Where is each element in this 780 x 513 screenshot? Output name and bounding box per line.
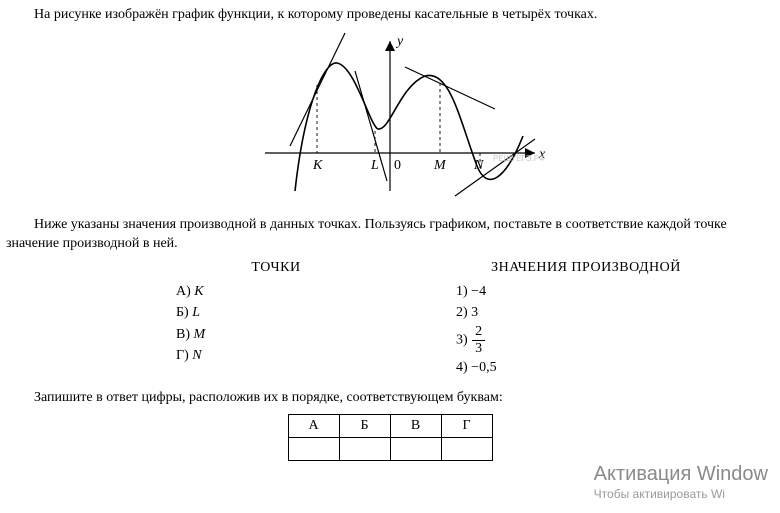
answer-table: А Б В Г (288, 414, 493, 461)
graph-label-L: L (370, 158, 379, 173)
values-header: ЗНАЧЕНИЯ ПРОИЗВОДНОЙ (456, 260, 716, 276)
graph-origin: 0 (394, 158, 401, 173)
point-item: А) K (176, 282, 376, 302)
value-item: 3) 2 3 (456, 325, 716, 356)
graph-watermark: РЕШУЕГЭ.РФ (493, 154, 545, 163)
value-item: 2) 3 (456, 303, 716, 323)
point-item: В) M (176, 325, 376, 345)
points-header: ТОЧКИ (176, 260, 376, 276)
point-item: Г) N (176, 346, 376, 366)
answer-cell[interactable] (339, 438, 390, 461)
answer-cell[interactable] (288, 438, 339, 461)
graph-y-axis-label: y (395, 34, 404, 49)
graph-label-N: N (473, 158, 484, 173)
graph-label-K: K (312, 158, 323, 173)
answer-cell[interactable] (441, 438, 492, 461)
value-item: 1) −4 (456, 282, 716, 302)
answer-header-cell: Б (339, 415, 390, 438)
point-item: Б) L (176, 303, 376, 323)
answer-header-cell: А (288, 415, 339, 438)
answer-cell[interactable] (390, 438, 441, 461)
mid-text: Ниже указаны значения производной в данн… (6, 216, 774, 254)
value-item: 4) −0,5 (456, 358, 716, 378)
answer-header-cell: В (390, 415, 441, 438)
os-activation-watermark: Активация Window Чтобы активировать Wi (594, 461, 768, 503)
intro-text: На рисунке изображён график функции, к к… (6, 6, 774, 25)
matching-columns: ТОЧКИ А) K Б) L В) M Г) N (6, 260, 774, 380)
graph-figure: K L 0 M N x y РЕШУЕГЭ.РФ (6, 31, 774, 206)
answer-header-cell: Г (441, 415, 492, 438)
end-text: Запишите в ответ цифры, расположив их в … (6, 389, 774, 408)
graph-label-M: M (433, 158, 447, 173)
